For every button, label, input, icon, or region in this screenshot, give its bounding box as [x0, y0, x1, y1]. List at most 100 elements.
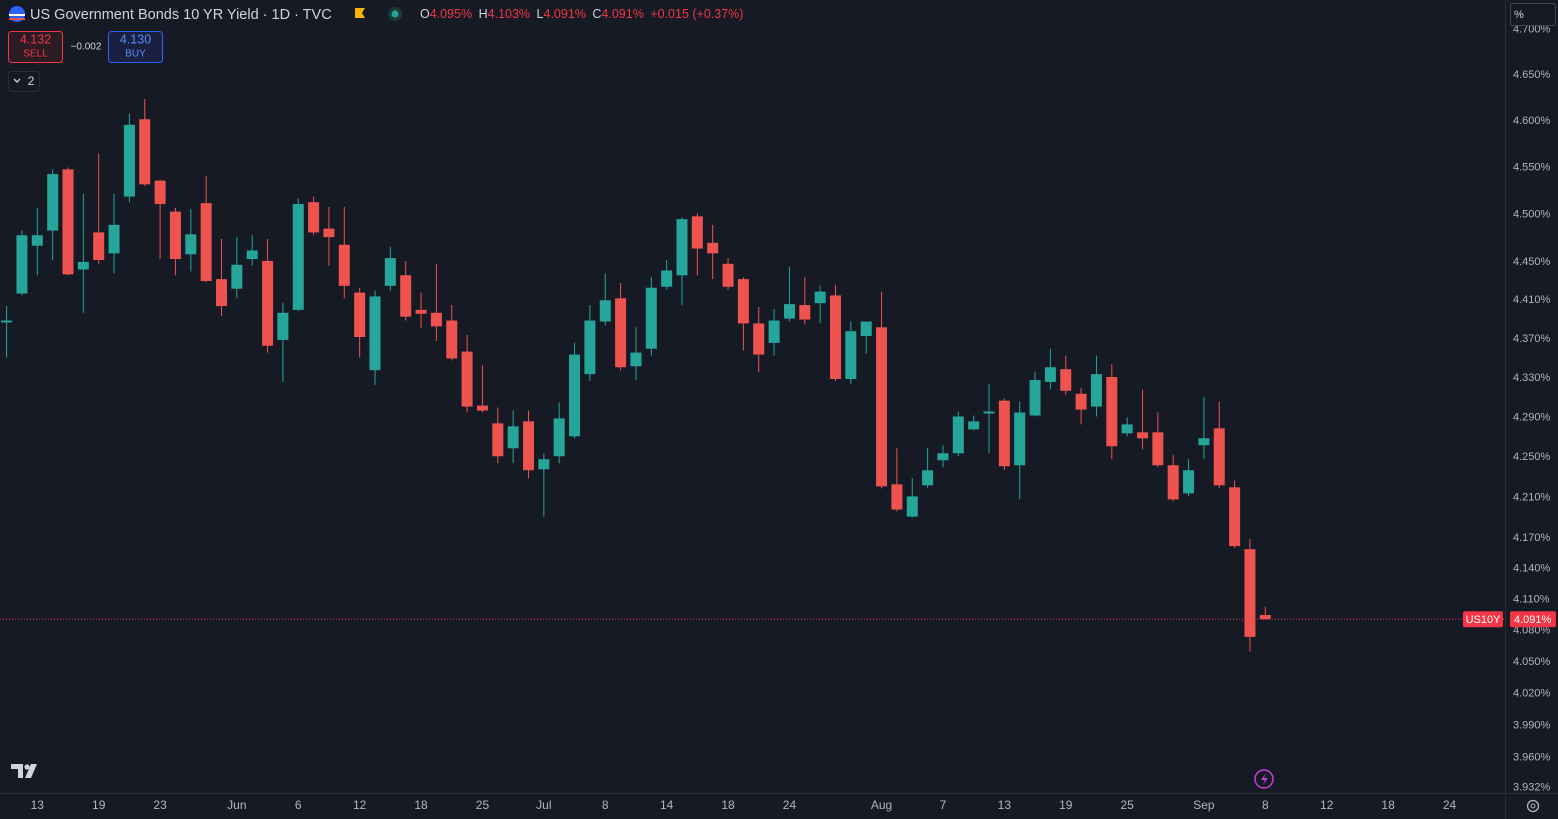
- candle-body: [62, 169, 74, 275]
- candle-body: [968, 421, 980, 430]
- events-icon[interactable]: [1254, 769, 1274, 789]
- symbol-title[interactable]: US Government Bonds 10 YR Yield · 1D · T…: [30, 7, 332, 23]
- candle-body: [292, 204, 304, 310]
- candle-body: [31, 235, 43, 246]
- candle-body: [1, 320, 13, 323]
- candle-body: [737, 279, 749, 324]
- candle-body: [599, 300, 611, 322]
- y-tick-label: 4.370%: [1513, 333, 1551, 345]
- x-tick-label: 19: [92, 798, 106, 812]
- candle-body: [553, 418, 565, 457]
- candle-body: [538, 459, 550, 470]
- sell-button[interactable]: [8, 31, 63, 63]
- candle-body: [1167, 465, 1179, 500]
- x-tick-label: 25: [1120, 798, 1134, 812]
- candle-body: [1044, 367, 1056, 382]
- candle-body: [722, 263, 734, 287]
- flag-marker[interactable]: [355, 8, 365, 18]
- time-axis: 13 19 23 Jun 6 12 18 25 Jul 8 14 18 24 Aug 7 13 19 25 Sep 8…: [31, 798, 1457, 812]
- candle-body: [1121, 424, 1133, 434]
- candle-body: [200, 203, 212, 282]
- ohlc-value: 4.091%: [601, 7, 643, 21]
- buy-button[interactable]: [108, 31, 163, 63]
- y-tick-label: 4.330%: [1513, 372, 1551, 384]
- y-tick-label: 4.700%: [1513, 24, 1551, 36]
- x-tick-label: Sep: [1193, 798, 1215, 812]
- candle-body: [691, 216, 703, 249]
- scale-mode-label: %: [1514, 9, 1524, 21]
- y-tick-label: 4.080%: [1513, 625, 1551, 637]
- candle-body: [139, 119, 151, 185]
- settings-icon[interactable]: [1526, 799, 1540, 813]
- candle-body: [1090, 374, 1102, 407]
- x-tick-label: 23: [153, 798, 167, 812]
- flag-stripe: [9, 18, 25, 20]
- y-tick-label: 4.250%: [1513, 451, 1551, 463]
- x-tick-label: 25: [476, 798, 490, 812]
- indicators-toggle[interactable]: [8, 71, 40, 92]
- x-tick-label: 12: [1320, 798, 1334, 812]
- candle-body: [277, 312, 289, 340]
- ohlc-change: +0.015 (+0.37%): [650, 7, 743, 21]
- candle-body: [446, 320, 458, 359]
- candle-body: [645, 287, 657, 349]
- candle-body: [16, 235, 28, 294]
- symbol-header: US Government Bonds 10 YR Yield · 1D · T…: [9, 6, 743, 23]
- candle-body: [661, 270, 673, 287]
- candle-body: [369, 296, 381, 371]
- candle-body: [860, 321, 872, 337]
- candle-body: [768, 320, 780, 343]
- candle-body: [523, 421, 534, 471]
- y-tick-label: 4.450%: [1513, 256, 1551, 268]
- candle-body: [1029, 379, 1041, 416]
- candle-body: [262, 260, 274, 346]
- sell-label: SELL: [23, 49, 48, 60]
- candle-body: [891, 484, 903, 510]
- candle-body: [108, 224, 120, 254]
- candle-body: [830, 295, 841, 380]
- candle-body: [169, 211, 181, 260]
- candle-body: [415, 309, 427, 314]
- y-tick-label: 4.290%: [1513, 411, 1551, 423]
- candle-body: [753, 323, 765, 355]
- candle-body: [998, 400, 1010, 467]
- y-tick-label: 3.960%: [1513, 751, 1551, 763]
- buy-label: BUY: [125, 49, 146, 60]
- y-tick-label: 4.110%: [1513, 593, 1550, 605]
- logo-part: [24, 764, 30, 770]
- candle-body: [185, 234, 197, 255]
- events-bolt: [1261, 773, 1268, 785]
- x-tick-label: 18: [1381, 798, 1395, 812]
- candle-body: [1060, 369, 1072, 391]
- candle-body: [308, 202, 320, 233]
- y-tick-label: 4.410%: [1513, 294, 1551, 306]
- price-tag-label: 4.091%: [1514, 614, 1552, 626]
- y-tick-label: 4.210%: [1513, 491, 1551, 503]
- y-tick-label: 3.932%: [1513, 782, 1551, 794]
- candle-body: [338, 244, 350, 286]
- candle-body: [1075, 393, 1087, 410]
- candle-body: [461, 351, 473, 407]
- y-tick-label: 4.500%: [1513, 208, 1551, 220]
- candle-body: [630, 352, 642, 367]
- indicators-count: 2: [28, 74, 35, 88]
- chevron-icon: [13, 78, 21, 83]
- price-axis: 4.700% 4.650% 4.600% 4.550% 4.500% 4.450% 4.41…: [1513, 24, 1551, 794]
- candle-body: [615, 298, 627, 368]
- scale-mode-button[interactable]: [1510, 3, 1556, 26]
- x-tick-label: Jul: [536, 798, 551, 812]
- x-tick-label: 24: [1443, 798, 1457, 812]
- trade-buttons: 4.132 SELL −0.002 4.130 BUY 2: [8, 31, 163, 92]
- x-tick-label: Aug: [871, 798, 892, 812]
- candle-body: [231, 264, 243, 289]
- candle-body: [584, 320, 596, 375]
- ohlc-legend: O4.095% H4.103% L4.091% C4.091% +0.015 (…: [420, 7, 743, 21]
- candle-body: [1229, 487, 1241, 547]
- candle-body: [983, 411, 995, 414]
- candle-body: [906, 496, 918, 517]
- price-tag: [1510, 611, 1556, 628]
- ohlc-key: O: [420, 7, 430, 21]
- candle-body: [246, 250, 258, 260]
- ohlc-key: L: [537, 7, 544, 21]
